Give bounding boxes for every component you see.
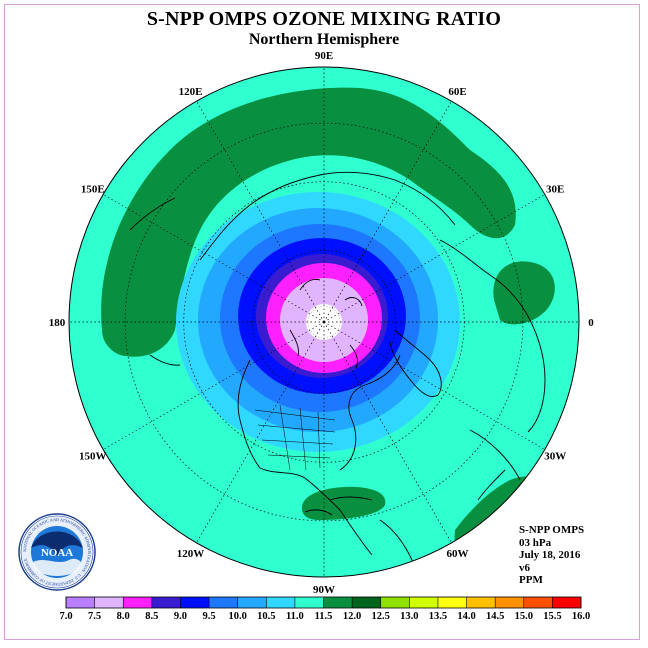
meridian-line — [323, 321, 452, 544]
colorbar-tick-label: 7.0 — [59, 611, 72, 622]
page-subtitle: Northern Hemisphere — [248, 31, 400, 48]
political-boundaries — [254, 404, 336, 471]
colorbar-tick-label: 13.5 — [429, 611, 447, 622]
coastline-far-east — [129, 197, 181, 366]
longitude-label: 60E — [448, 86, 466, 98]
contour-band-11-5-atlantic — [493, 261, 555, 325]
longitude-label: 180 — [49, 317, 66, 329]
colorbar-swatch — [180, 597, 210, 608]
latitude-circle — [124, 122, 524, 522]
colorbar-tick-label: 8.0 — [117, 611, 130, 622]
colorbar-swatch — [151, 597, 181, 608]
colorbar-swatch — [466, 597, 496, 608]
colorbar-tick-label: 11.0 — [286, 611, 304, 622]
colorbar-swatch — [123, 597, 153, 608]
longitude-label: 30W — [544, 451, 566, 463]
logo-text: NOAA — [41, 547, 73, 559]
longitude-label: 120E — [179, 86, 203, 98]
colorbar-swatch — [323, 597, 353, 608]
logo-wave — [33, 558, 81, 576]
logo-bird — [31, 531, 83, 556]
colorbar-swatch — [437, 597, 467, 608]
colorbar-tick-label: 12.0 — [343, 611, 361, 622]
longitude-label: 0 — [588, 317, 594, 329]
product-info: S-NPP OMPS 03 hPa July 18, 2016 v6 PPM — [519, 524, 584, 587]
colorbar-swatch — [66, 597, 95, 608]
colorbar-swatch — [294, 597, 324, 608]
coastline-caribbean — [304, 496, 373, 516]
map-outline — [68, 66, 580, 578]
longitude-label: 30E — [546, 184, 564, 196]
colorbar-swatch — [266, 597, 296, 608]
info-instrument: S-NPP OMPS — [519, 524, 585, 536]
colorbar-swatch — [209, 597, 238, 608]
page-title: S-NPP OMPS OZONE MIXING RATIO — [146, 8, 502, 30]
colorbar-swatch — [409, 597, 439, 608]
colorbar-tick-label: 10.0 — [228, 611, 246, 622]
coastline-europe — [439, 239, 546, 433]
meridian-line — [102, 321, 325, 450]
boundary-lines — [254, 404, 336, 471]
meridian-line — [323, 321, 546, 450]
meridian-line — [102, 194, 325, 323]
meridian-line — [196, 321, 325, 544]
longitude-labels: 90E 60E 30E 0 30W 60W 90W 120W 150W 180 150E 120E — [49, 50, 595, 596]
info-date: July 18, 2016 — [519, 549, 581, 561]
colorbar-tick-label: 9.0 — [174, 611, 187, 622]
info-version: v6 — [519, 561, 530, 574]
colorbar-swatch — [237, 597, 267, 608]
colorbar-swatch — [94, 597, 124, 608]
colorbar-swatch — [552, 597, 582, 608]
info-level: 03 hPa — [519, 536, 552, 549]
colorbar: 7.0 7.5 8.0 8.5 9.0 9.5 10.0 10.5 11.0 11.5 12.0 12… — [59, 596, 590, 622]
contour-band-11-5-north — [101, 87, 516, 357]
longitude-label: 90E — [315, 50, 333, 62]
colorbar-tick-label: 13.0 — [400, 611, 418, 622]
lat-lon-grid — [69, 67, 579, 577]
colorbar-tick-label: 12.5 — [372, 611, 390, 622]
colorbar-tick-label: 15.5 — [543, 611, 561, 622]
longitude-label: 90W — [313, 584, 335, 596]
meridian-line — [196, 100, 325, 323]
colorbar-tick-label: 7.5 — [88, 611, 101, 622]
coastline-north-america — [237, 354, 401, 556]
page-frame — [4, 4, 640, 640]
colorbar-tick-label: 8.5 — [145, 611, 158, 622]
coastline-south-america — [379, 519, 421, 577]
colorbar-tick-label: 11.5 — [315, 611, 333, 622]
colorbar-tick-label: 14.5 — [486, 611, 504, 622]
ozone-field — [69, 67, 579, 577]
info-units: PPM — [519, 574, 543, 586]
coastline-asia — [199, 171, 456, 261]
longitude-label: 120W — [177, 548, 205, 560]
colorbar-tick-label: 9.5 — [202, 611, 215, 622]
colorbar-swatch — [380, 597, 410, 608]
longitude-label: 150E — [81, 184, 105, 196]
colorbar-swatch — [523, 597, 553, 608]
longitude-label: 60W — [447, 548, 469, 560]
contour-band-11-5-caribbean — [301, 486, 386, 520]
noaa-logo: NOAA NATIONAL OCEANIC AND ATMOSPHERIC AD… — [18, 513, 96, 591]
colorbar-swatch — [352, 597, 382, 608]
colorbar-swatch — [495, 597, 525, 608]
longitude-label: 150W — [79, 451, 107, 463]
coastlines — [129, 171, 546, 577]
meridian-line — [323, 194, 546, 323]
colorbar-tick-label: 14.0 — [457, 611, 475, 622]
colorbar-tick-label: 16.0 — [572, 611, 590, 622]
latitude-circle — [252, 250, 396, 394]
coastline-greenland — [389, 329, 442, 397]
meridian-line — [323, 100, 452, 323]
colorbar-tick-label: 15.0 — [515, 611, 533, 622]
coastline-africa — [469, 429, 521, 501]
coastline-arctic-islands — [289, 279, 363, 369]
colorbar-tick-label: 10.5 — [257, 611, 275, 622]
